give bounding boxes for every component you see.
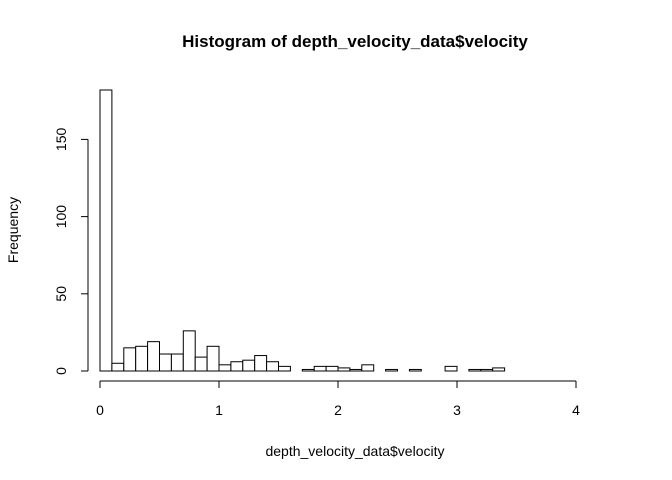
y-tick-label: 150 [53,128,69,152]
y-tick-label: 50 [53,286,69,302]
histogram-bar [111,362,125,372]
x-tick-label: 0 [96,402,104,418]
histogram-bar [385,368,399,372]
histogram-bar [278,365,291,372]
histogram-bar [206,345,220,372]
histogram-bar [218,364,232,372]
histogram-bar [230,361,244,372]
histogram-bar [242,359,256,372]
histogram-bar [361,364,375,372]
histogram-bar [159,353,172,372]
histogram-bar [480,368,494,372]
y-axis: 0 50 100 150 [53,128,89,375]
x-tick-label: 3 [453,402,461,418]
histogram-bar [349,368,363,372]
y-tick-label: 0 [53,367,69,375]
x-tick-label: 4 [572,402,580,418]
histogram-bar [444,365,458,372]
histogram-bar [266,361,280,372]
y-axis-label: Frequency [5,197,21,263]
histogram-bar [301,368,315,372]
histogram-bar [99,89,113,372]
histogram-bar [492,367,506,372]
histogram-bar [408,368,422,372]
histogram-bar [147,341,161,372]
x-tick-label: 1 [215,402,223,418]
histogram-bar [325,365,339,372]
x-axis-label: depth_velocity_data$velocity [265,443,444,459]
chart-title: Histogram of depth_velocity_data$velocit… [182,32,528,51]
histogram-bar [135,345,149,372]
y-tick-label: 100 [53,205,69,229]
x-tick-label: 2 [334,402,342,418]
histogram-bar [313,365,327,372]
histogram-bar [182,330,196,372]
histogram-bar [170,353,184,372]
histogram-bar [254,355,268,372]
histogram-bar [123,347,137,372]
histogram-bar [194,356,208,372]
x-axis: 0 1 2 3 4 [96,380,580,418]
bars-group [99,89,506,372]
histogram-bar [337,367,351,372]
histogram-bar [468,368,482,372]
